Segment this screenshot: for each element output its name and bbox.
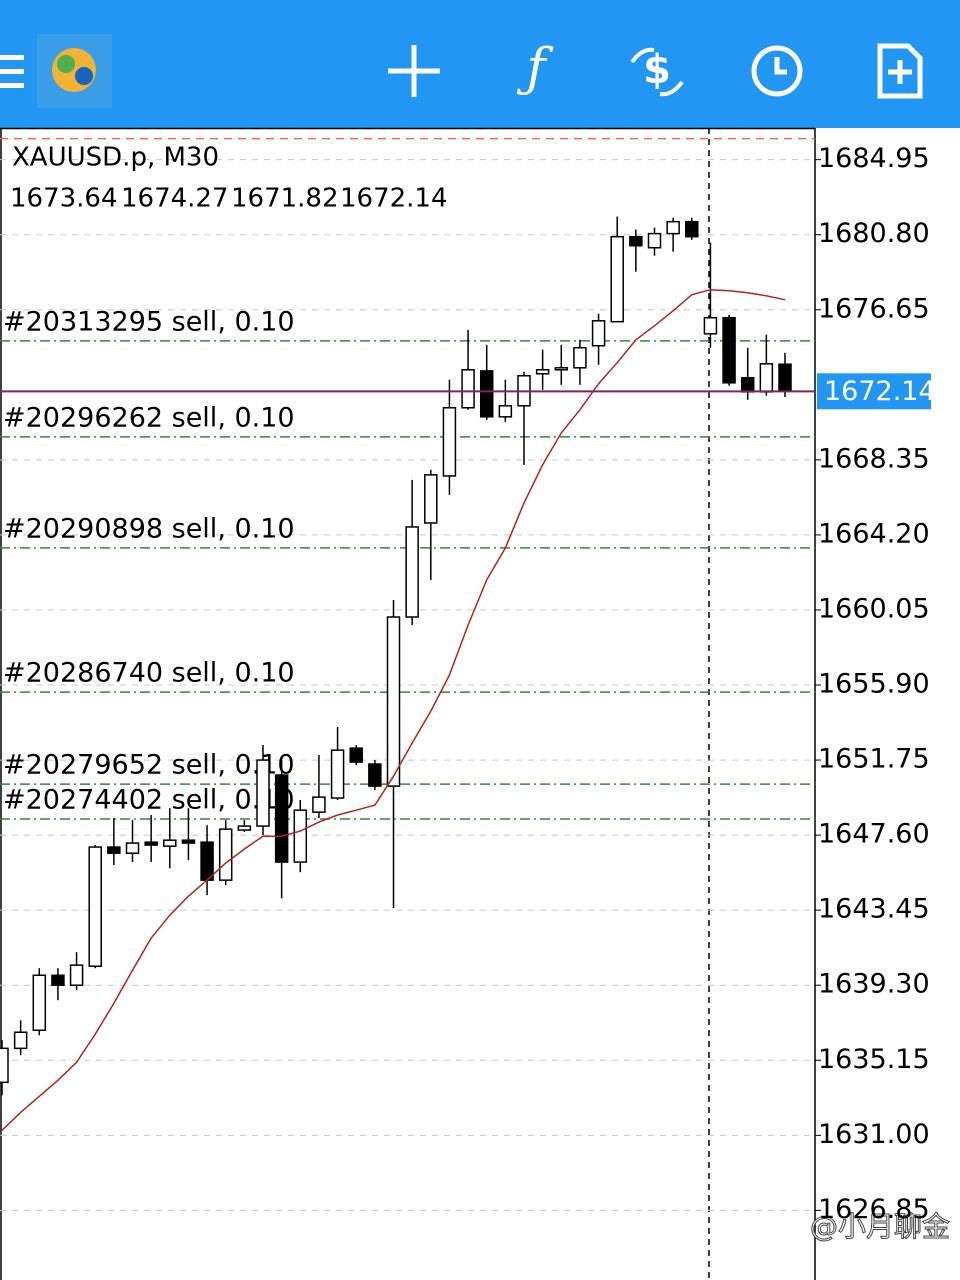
y-tick-label: 1635.15 (818, 1044, 930, 1075)
new-order-button[interactable] (877, 43, 923, 99)
candle-body (312, 796, 326, 813)
ohlc-info: 1673.64 1674.27 1671.82 1672.14 (10, 184, 448, 214)
y-tick-label: 1639.30 (818, 969, 930, 1000)
app-logo[interactable] (37, 34, 112, 108)
candle-body (274, 774, 289, 863)
candle-body (218, 828, 233, 881)
y-tick-label: 1651.75 (818, 744, 930, 775)
candle-body (479, 370, 494, 418)
bid-label: 1672.14 (824, 376, 936, 407)
candle-body (647, 232, 662, 249)
candle-body (573, 346, 587, 369)
candle-body (293, 809, 308, 863)
toolbar (0, 0, 960, 128)
candle-body (554, 367, 569, 371)
bid-label-box (817, 373, 931, 410)
y-tick-label: 1626.85 (818, 1194, 930, 1225)
y-tick-label: 1643.45 (818, 894, 930, 925)
candle-body (368, 763, 382, 787)
y-tick-label: 1647.60 (818, 819, 930, 850)
candle-body (144, 841, 158, 846)
candle-body (666, 220, 680, 235)
candle-body (256, 759, 270, 827)
candle-body (200, 841, 214, 881)
watermark: @小月聊金 (810, 1210, 950, 1243)
low-value: 1671.82 (231, 184, 339, 214)
y-tick-label: 1655.90 (818, 669, 930, 700)
candle-body (88, 846, 102, 967)
high-value: 1674.27 (121, 184, 229, 214)
open-value: 1673.64 (10, 184, 118, 214)
candle-body (330, 749, 345, 799)
y-tick-label: 1680.80 (818, 218, 930, 249)
candle-body (498, 405, 513, 418)
order-label: #20279652 sell, 0.10 (3, 750, 295, 781)
candle-body (51, 974, 65, 986)
candle-body (424, 474, 438, 524)
candle-body (386, 616, 401, 787)
history-button[interactable] (751, 45, 803, 97)
candle-body (181, 839, 196, 844)
candle-body (703, 316, 718, 335)
candle-body (778, 363, 792, 393)
order-label: #20290898 sell, 0.10 (3, 513, 295, 544)
candle-body (349, 747, 363, 763)
candle-body (13, 1031, 28, 1050)
y-tick-label: 1660.05 (818, 593, 930, 624)
moving-average (1, 288, 786, 1131)
candle-body (461, 369, 475, 409)
y-tick-label: 1684.95 (818, 143, 930, 174)
candle-body (69, 964, 84, 986)
y-tick-label: 1664.20 (818, 518, 930, 549)
y-tick-label: 1631.00 (818, 1119, 930, 1150)
candle-body (125, 842, 140, 854)
crosshair-button[interactable] (388, 45, 440, 97)
candle-body (685, 220, 699, 238)
plot: #20313295 sell, 0.10 #20296262 sell, 0.10… (0, 137, 815, 1211)
candle-body (107, 846, 121, 854)
candle-body (0, 1047, 9, 1084)
candle-body (591, 320, 606, 347)
candle-body (535, 369, 550, 375)
close-value: 1672.14 (340, 184, 448, 214)
menu-button[interactable] (0, 55, 24, 88)
candle-body (629, 235, 643, 247)
order-label: #20296262 sell, 0.10 (3, 402, 295, 433)
svg-text:$: $ (643, 47, 671, 93)
y-tick-label: 1668.35 (818, 443, 930, 474)
candle-body (722, 316, 736, 384)
candle-body (163, 839, 177, 847)
candle-body (32, 974, 47, 1031)
candle-body (237, 825, 252, 831)
candle-body (740, 377, 755, 393)
trade-button[interactable]: $ (630, 47, 684, 97)
candle-body (442, 407, 457, 477)
candle-body (405, 526, 419, 618)
order-label: #20274402 sell, 0.10 (3, 785, 295, 816)
order-label: #20313295 sell, 0.10 (3, 306, 295, 337)
order-label: #20286740 sell, 0.10 (3, 658, 295, 689)
candle-body (610, 235, 624, 323)
candle-body (759, 363, 774, 393)
y-tick-label: 1676.65 (818, 293, 930, 324)
symbol-label: XAUUSD.p, M30 (12, 143, 219, 173)
